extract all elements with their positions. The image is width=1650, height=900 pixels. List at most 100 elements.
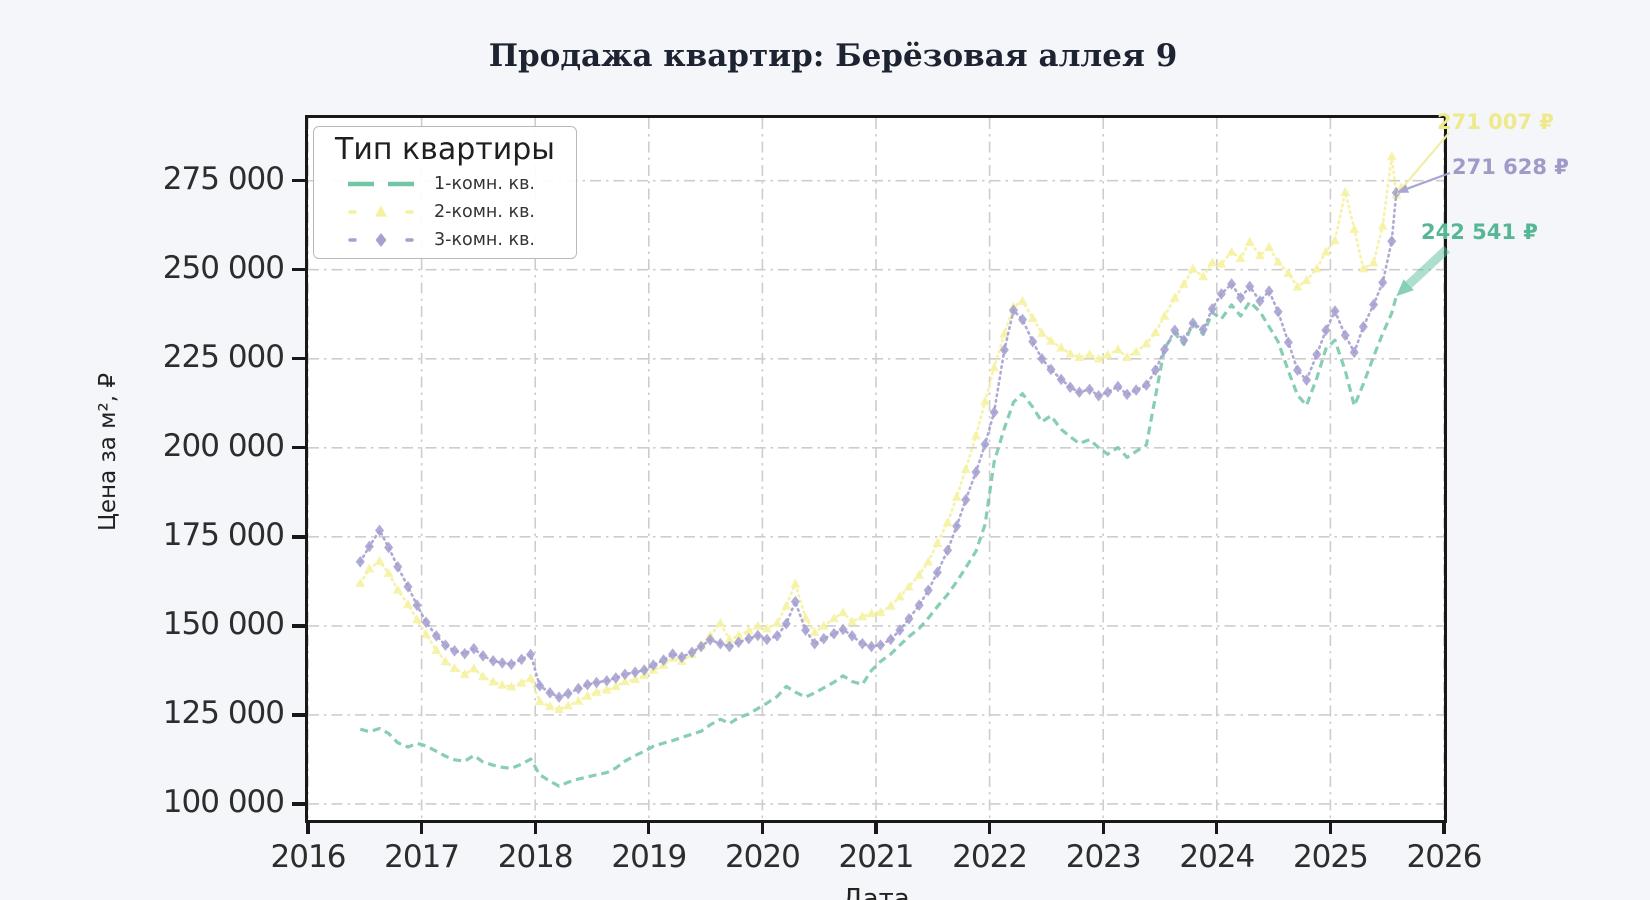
legend-entry-3room: 3-комн. кв. (314, 226, 576, 254)
series-marker (1386, 151, 1397, 161)
series-marker (1150, 327, 1161, 337)
y-tick-label: 100 000 (162, 783, 285, 820)
x-tick-label: 2019 (611, 839, 687, 875)
series-marker (1008, 304, 1018, 317)
x-tick-mark (1328, 821, 1333, 834)
series-marker (421, 629, 432, 639)
y-tick-mark (292, 802, 305, 806)
series-marker (866, 608, 877, 618)
series-marker (942, 517, 953, 527)
series-marker (459, 669, 470, 679)
series-marker (989, 362, 1000, 372)
series-marker (412, 599, 422, 612)
series-marker (866, 640, 876, 653)
series-marker (630, 666, 640, 678)
x-tick-mark (647, 821, 651, 834)
x-tick-label: 2025 (1292, 839, 1369, 875)
x-tick-label: 2026 (1406, 839, 1483, 875)
series-marker (687, 646, 697, 659)
series-marker (818, 620, 829, 630)
y-tick-label: 225 000 (162, 338, 285, 375)
series-marker (999, 344, 1009, 356)
series-marker (497, 657, 507, 669)
series-marker (517, 653, 527, 666)
series-marker (563, 700, 574, 710)
series-marker (497, 679, 508, 689)
series-marker (1017, 295, 1028, 305)
y-tick-mark (292, 535, 305, 539)
series-marker (620, 676, 630, 686)
series-marker (1358, 263, 1369, 273)
x-tick-label: 2017 (384, 839, 460, 875)
legend-label-3room: 3-комн. кв. (434, 230, 535, 250)
series-marker (724, 634, 735, 644)
series-marker (781, 617, 791, 630)
series-marker (932, 566, 942, 579)
y-tick-label: 175 000 (162, 516, 285, 553)
series-marker (809, 627, 820, 637)
series-marker (1179, 334, 1189, 347)
x-tick-label: 2022 (952, 839, 1028, 875)
series-marker (412, 614, 422, 624)
series-marker (1369, 298, 1379, 311)
series-marker (810, 637, 820, 650)
series-marker (374, 555, 385, 565)
legend-entry-2room: 2-комн. кв. (314, 198, 576, 226)
series-marker (904, 612, 914, 625)
series-marker (1131, 384, 1141, 396)
series-marker (582, 678, 592, 691)
series-marker (431, 644, 442, 654)
series-marker (534, 696, 545, 706)
series-marker (639, 664, 649, 676)
series-marker (1273, 256, 1284, 266)
series-marker (602, 674, 612, 687)
series-marker (1292, 281, 1303, 291)
series-marker (1027, 312, 1038, 322)
series-marker (516, 677, 527, 687)
series-marker (857, 611, 868, 621)
series-marker (1102, 349, 1113, 359)
series-marker (923, 584, 933, 597)
series-marker (506, 658, 516, 671)
series-marker (847, 616, 858, 626)
series-marker (449, 663, 460, 673)
series-marker (478, 671, 488, 681)
series-marker (591, 686, 602, 696)
series-marker (1065, 381, 1075, 394)
series-marker (800, 612, 811, 622)
series-marker (526, 648, 536, 661)
series-marker (611, 672, 621, 684)
series-marker (573, 695, 584, 705)
legend-label-1room: 1-комн. кв. (434, 174, 535, 194)
series-marker (1349, 346, 1359, 359)
series-marker (1113, 344, 1123, 354)
series-marker (364, 563, 375, 573)
series-marker (1188, 263, 1198, 273)
series-marker (1283, 336, 1293, 349)
series-marker (1065, 348, 1076, 358)
series-marker (1330, 235, 1340, 245)
series-marker (1150, 364, 1160, 376)
series-marker (1131, 346, 1142, 356)
series-marker (392, 584, 403, 594)
series-marker (876, 639, 886, 651)
series-marker (847, 630, 857, 642)
x-tick-label: 2023 (1065, 839, 1142, 875)
series-marker (715, 637, 725, 650)
series-marker (980, 438, 990, 451)
series-marker (838, 623, 848, 636)
series-marker (1113, 380, 1123, 393)
series-marker (932, 538, 943, 548)
series-marker (1227, 278, 1237, 290)
series-marker (1340, 186, 1351, 196)
series-marker (1320, 246, 1331, 256)
series-marker (1085, 383, 1095, 396)
y-tick-label: 200 000 (162, 427, 285, 464)
series-marker (1330, 305, 1340, 317)
series-marker (1311, 263, 1322, 273)
series-marker (1178, 278, 1189, 288)
series-marker (1368, 257, 1379, 267)
series-marker (1056, 373, 1066, 386)
series-marker (468, 663, 479, 673)
x-tick-mark (306, 821, 310, 834)
